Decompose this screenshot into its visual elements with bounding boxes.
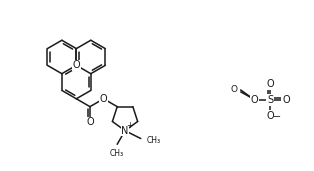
Text: O: O — [231, 86, 238, 94]
Text: S: S — [267, 95, 273, 105]
Text: O: O — [73, 60, 80, 70]
Text: O: O — [266, 110, 274, 121]
Text: O: O — [282, 95, 290, 105]
Text: N: N — [121, 126, 129, 136]
Text: O: O — [100, 94, 107, 104]
Text: CH₃: CH₃ — [110, 149, 124, 158]
Text: O: O — [251, 95, 258, 105]
Text: −: − — [273, 113, 281, 122]
Text: O: O — [266, 79, 274, 89]
Text: +: + — [127, 121, 133, 130]
Text: CH₃: CH₃ — [147, 136, 161, 145]
Text: O: O — [86, 117, 94, 127]
